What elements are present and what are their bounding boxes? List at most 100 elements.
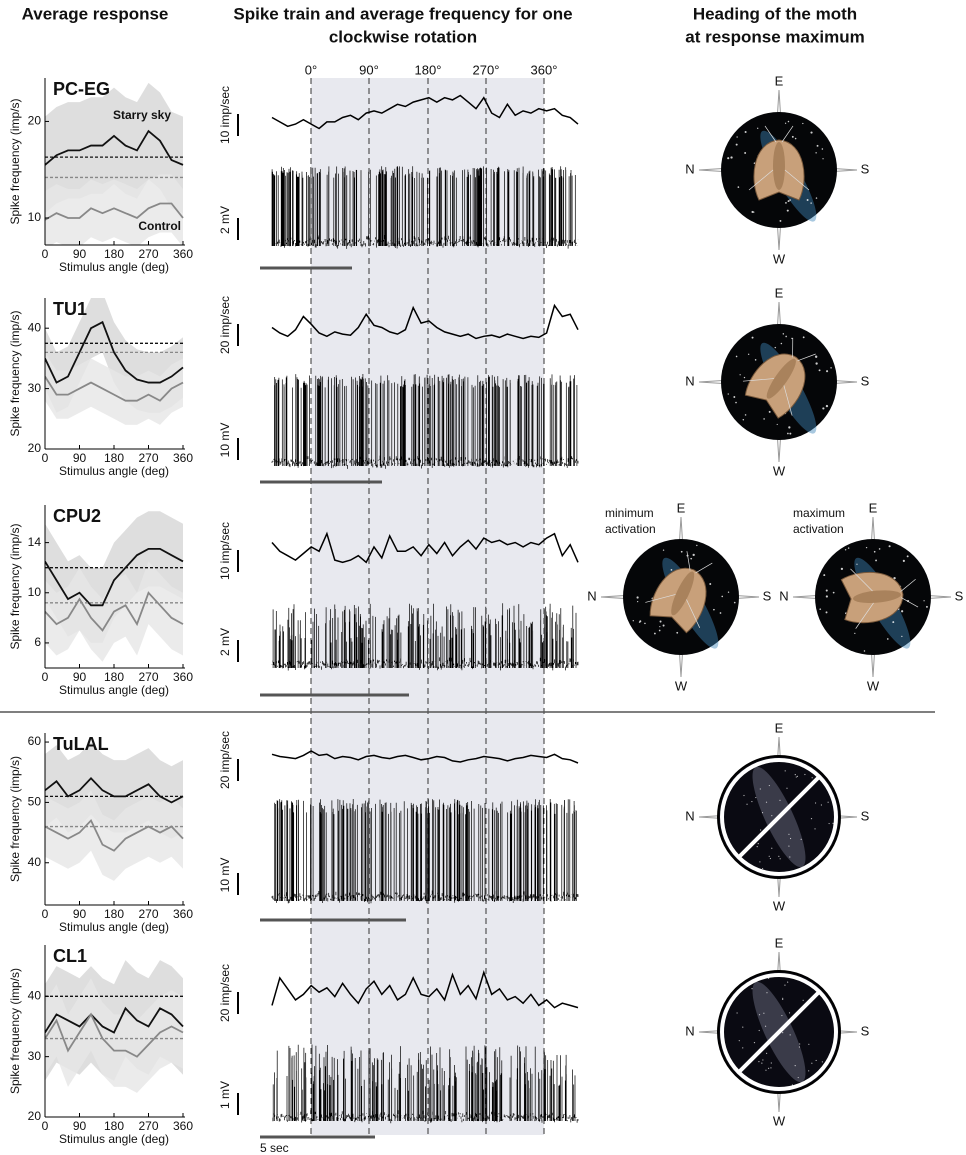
star: [776, 423, 778, 426]
spike-train: [272, 1044, 579, 1124]
star: [765, 801, 768, 803]
column-header: Heading of the moth: [693, 4, 857, 23]
star: [815, 1059, 817, 1062]
star: [787, 120, 790, 123]
star: [819, 608, 822, 610]
star: [758, 1014, 761, 1016]
star: [768, 784, 770, 787]
star: [735, 355, 738, 358]
star: [743, 376, 746, 379]
star: [821, 148, 824, 150]
star: [763, 418, 765, 420]
compass-label: S: [955, 588, 964, 603]
column-header: Spike train and average frequency for on…: [233, 4, 572, 23]
voltage-scale-label: 1 mV: [218, 1081, 232, 1109]
moth-legs: [742, 337, 816, 416]
x-tick-label: 90: [73, 907, 87, 921]
star: [787, 200, 790, 203]
x-tick-label: 180: [104, 451, 124, 465]
compass-label: N: [587, 588, 596, 603]
plot-area: [45, 82, 185, 245]
star: [753, 162, 756, 164]
x-tick-label: 270: [138, 907, 158, 921]
star: [825, 595, 828, 598]
star: [811, 1062, 813, 1064]
voltage-scale-label: 10 mV: [218, 858, 232, 893]
x-tick-label: 180: [104, 1119, 124, 1133]
spike-train: [271, 603, 579, 671]
sd-band: [45, 790, 183, 881]
star: [832, 822, 834, 824]
star: [782, 333, 785, 335]
star: [789, 856, 791, 858]
y-axis-label: Spike frequency (imp/s): [8, 756, 22, 882]
compass-label: W: [773, 251, 786, 266]
star: [713, 608, 715, 611]
sd-band: [45, 978, 183, 1093]
angle-label: 0°: [305, 62, 317, 77]
compass-label: E: [775, 720, 784, 735]
star: [815, 152, 817, 154]
star: [742, 1047, 744, 1049]
no-heading-bar: [737, 775, 821, 859]
compass-label: N: [685, 161, 694, 176]
star: [770, 1062, 772, 1064]
compass-label: E: [775, 285, 784, 300]
rotation-window: [310, 78, 545, 1135]
star: [825, 589, 828, 592]
compass: E N S W: [587, 500, 771, 693]
star: [727, 591, 730, 593]
x-axis-label: Stimulus angle (deg): [59, 1132, 169, 1146]
voltage-scale-label: 2 mV: [218, 628, 232, 656]
no-heading-ring: [720, 973, 838, 1091]
response-line: [45, 776, 184, 804]
star: [806, 199, 809, 201]
star: [795, 776, 797, 778]
rate-scale-label: 20 imp/sec: [218, 296, 232, 354]
star: [758, 1061, 760, 1063]
star: [746, 803, 748, 805]
star: [653, 632, 656, 635]
star: [902, 559, 905, 562]
star: [888, 545, 891, 548]
star: [779, 858, 781, 860]
star: [789, 1034, 791, 1036]
star: [670, 568, 673, 571]
star: [865, 546, 868, 549]
star: [802, 122, 804, 125]
frequency-trace: [271, 531, 579, 564]
star: [759, 861, 761, 863]
star: [756, 845, 758, 848]
star: [784, 122, 787, 124]
y-tick-label: 50: [28, 795, 42, 809]
angle-label: 270°: [473, 62, 500, 77]
star: [827, 801, 829, 803]
no-heading-ring: [720, 758, 838, 876]
caption: activation: [793, 522, 844, 536]
spike-train: [271, 166, 579, 249]
chart-title: PC-EG: [53, 79, 110, 99]
star: [820, 804, 823, 806]
compass: E N S W: [685, 935, 869, 1128]
star: [878, 548, 881, 550]
star: [759, 788, 761, 790]
star: [791, 135, 794, 138]
star: [789, 837, 792, 840]
compass-label: S: [763, 588, 772, 603]
star: [737, 186, 740, 188]
frequency-trace: [271, 94, 579, 130]
x-tick-label: 90: [73, 451, 87, 465]
star: [757, 843, 759, 845]
x-tick-label: 270: [138, 247, 158, 261]
star: [844, 549, 847, 551]
star: [662, 549, 665, 551]
star: [735, 401, 737, 404]
response-line: [45, 320, 184, 384]
star: [658, 629, 661, 632]
spike-train: [271, 799, 579, 904]
star: [751, 800, 753, 803]
star: [736, 1012, 738, 1014]
star: [743, 794, 745, 797]
star: [815, 197, 818, 199]
sd-band: [45, 82, 183, 214]
